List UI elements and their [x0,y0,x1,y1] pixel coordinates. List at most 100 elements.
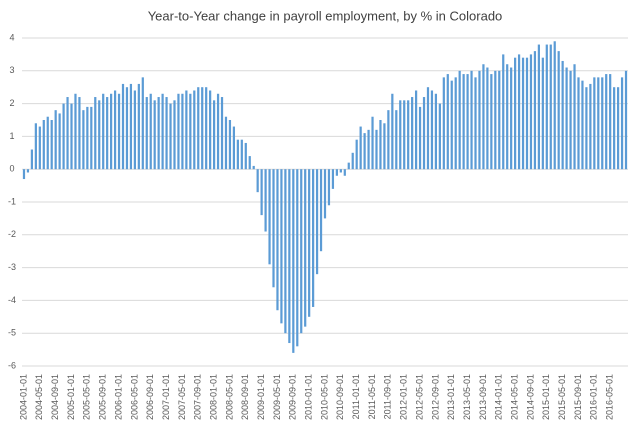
bar [70,103,73,170]
bar [117,93,121,170]
bar [284,169,287,334]
x-tick-label: 2005-09-01 [98,374,108,420]
bar [304,169,307,327]
bar [82,110,85,170]
x-tick-label: 2004-09-01 [50,374,60,420]
y-tick-label: 3 [9,65,14,75]
bar [212,100,216,170]
bar [573,64,576,170]
bar [62,103,65,170]
bar [620,77,624,170]
bar [232,126,236,170]
bar [216,93,220,170]
bar [197,87,200,170]
bar [106,97,109,170]
bar [185,90,188,170]
bar [339,169,342,173]
bar [593,77,596,170]
y-tick-label: 2 [9,98,14,108]
y-tick-label: -6 [8,360,16,370]
bar [113,90,117,170]
bar [94,97,97,170]
bar [66,97,69,170]
bar [383,123,386,170]
bar [359,126,362,170]
bar [169,103,172,170]
bar [319,169,323,252]
bar [355,139,358,170]
bar [399,100,402,170]
bar [78,97,81,170]
bar [248,156,251,170]
bar [315,169,319,275]
bar [379,120,382,170]
bar [292,169,295,353]
bar [462,74,465,170]
bar [240,139,243,170]
bar [125,87,129,170]
x-tick-label: 2004-01-01 [18,374,28,420]
bar [102,93,105,170]
bar [502,54,505,170]
bar [565,67,568,170]
bar [177,93,180,170]
x-tick-label: 2010-05-01 [319,374,329,420]
bar [605,74,608,170]
bar [228,120,232,170]
bar [256,169,259,193]
x-tick-label: 2012-09-01 [430,374,440,420]
y-tick-label: 0 [9,164,14,174]
bar [308,169,311,317]
bar [260,169,263,216]
bar [153,100,156,170]
x-tick-label: 2007-05-01 [177,374,187,420]
bar [474,77,477,170]
x-tick-label: 2005-01-01 [66,374,76,420]
bar [438,103,441,170]
bar [371,116,374,170]
bar [557,51,560,170]
bar [280,169,283,324]
bar [38,126,41,170]
bar [391,93,394,170]
x-tick-label: 2015-05-01 [557,374,567,420]
bar [331,169,335,189]
bar [450,80,453,170]
x-tick-label: 2013-01-01 [446,374,456,420]
bar [157,97,160,170]
x-tick-label: 2013-05-01 [462,374,472,420]
y-tick-label: -3 [8,262,16,272]
x-tick-label: 2014-05-01 [509,374,519,420]
bar [42,120,45,170]
bar [351,152,354,170]
bar [494,70,497,170]
bar [414,90,418,170]
bar [601,77,604,170]
bar [418,106,422,170]
bar [268,169,271,265]
bar [585,87,588,170]
x-tick-label: 2011-01-01 [351,374,361,419]
x-tick-label: 2009-09-01 [288,374,298,420]
bar [121,83,125,170]
bar [149,93,152,170]
bar [347,162,350,170]
chart-title: Year-to-Year change in payroll employmen… [148,8,503,23]
x-tick-label: 2009-01-01 [256,374,266,420]
x-tick-label: 2004-05-01 [34,374,44,420]
bar [482,64,485,170]
bar [323,169,327,219]
bar [264,169,267,232]
bar [407,100,410,170]
x-tick-label: 2011-05-01 [367,374,377,419]
bar [141,77,144,170]
bar [363,133,366,170]
bar [597,77,600,170]
x-tick-label: 2014-01-01 [494,374,504,420]
bar [624,70,628,170]
y-tick-label: -2 [8,229,16,239]
x-tick-label: 2010-01-01 [304,374,314,420]
bar [517,54,521,170]
bar [434,93,438,170]
x-tick-label: 2016-01-01 [589,374,599,420]
